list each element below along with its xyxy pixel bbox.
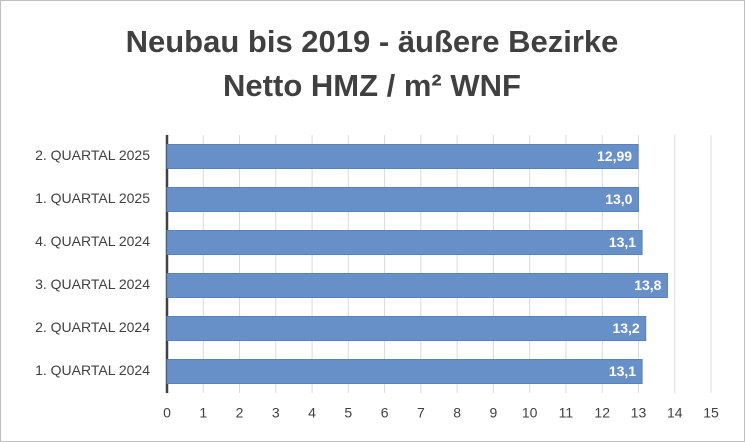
x-tick-label: 2 [236,405,244,421]
x-tick-label: 4 [308,405,316,421]
bar [166,316,647,341]
bar [166,144,639,169]
value-label: 13,2 [612,320,639,336]
x-tick-label: 9 [490,405,498,421]
value-label: 13,1 [609,234,636,250]
x-tick-label: 6 [381,405,389,421]
x-tick-label: 14 [667,405,683,421]
value-label: 13,0 [605,191,632,207]
chart-subtitle: Netto HMZ / m² WNF [223,68,521,103]
x-tick-label: 15 [703,405,719,421]
x-tick-label: 7 [417,405,425,421]
x-tick-label: 11 [559,405,574,421]
y-tick-label: 2. QUARTAL 2025 [35,147,150,163]
x-tick-label: 10 [522,405,538,421]
y-tick-label: 3. QUARTAL 2024 [35,276,150,292]
y-tick-label: 2. QUARTAL 2024 [35,319,150,335]
x-tick-label: 12 [594,405,610,421]
value-label: 13,8 [634,277,661,293]
bar [166,187,639,212]
value-label: 13,1 [609,363,636,379]
bar [166,273,668,298]
chart-title: Neubau bis 2019 - äußere Bezirke [126,24,619,59]
y-tick-label: 1. QUARTAL 2025 [35,190,150,206]
bar [166,359,643,384]
y-tick-label: 1. QUARTAL 2024 [35,362,150,378]
x-tick-label: 3 [272,405,280,421]
x-tick-label: 13 [631,405,647,421]
x-tick-label: 8 [453,405,461,421]
value-label: 12,99 [597,148,632,164]
bar [166,230,643,255]
x-tick-label: 5 [344,405,352,421]
x-tick-label: 0 [163,405,171,421]
y-tick-label: 4. QUARTAL 2024 [35,233,150,249]
x-tick-label: 1 [199,405,207,421]
